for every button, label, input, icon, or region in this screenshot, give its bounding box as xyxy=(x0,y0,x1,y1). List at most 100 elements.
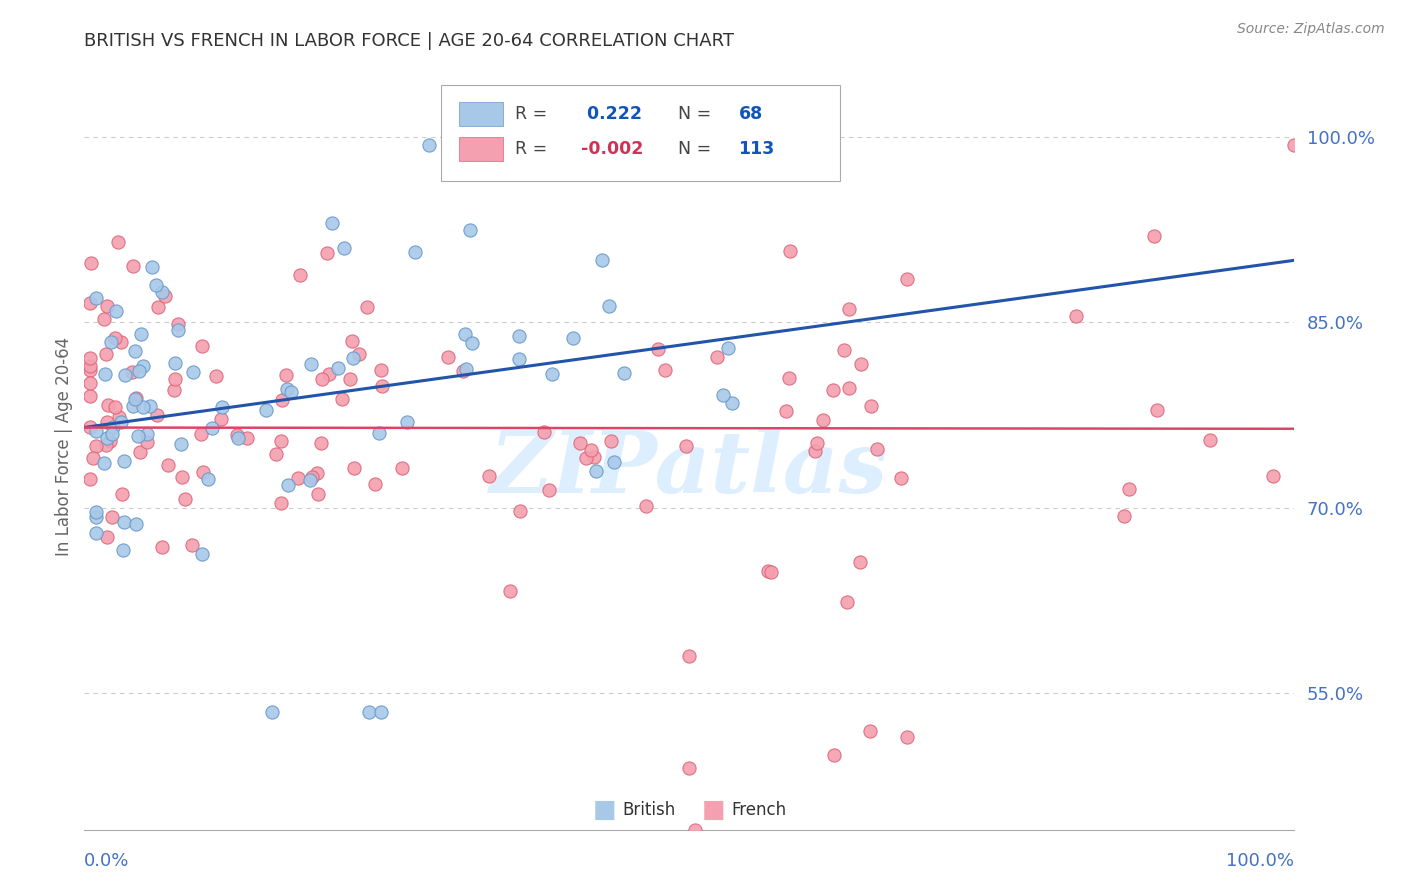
Point xyxy=(391,460,413,475)
Point xyxy=(508,352,530,367)
Point xyxy=(717,341,740,355)
Point xyxy=(368,426,391,441)
Point xyxy=(124,392,146,407)
Point xyxy=(579,443,602,458)
Point xyxy=(191,547,214,561)
Point xyxy=(321,216,343,230)
Point xyxy=(96,300,118,314)
Point xyxy=(837,595,859,609)
Point xyxy=(271,393,294,408)
Point xyxy=(165,372,187,386)
Point xyxy=(79,351,101,365)
Point xyxy=(211,400,233,414)
Point xyxy=(129,444,152,458)
Point xyxy=(591,252,613,267)
Point xyxy=(315,246,337,260)
Text: N =: N = xyxy=(678,140,717,158)
Point xyxy=(150,285,173,299)
Point xyxy=(101,420,124,434)
Point xyxy=(342,351,364,366)
Point xyxy=(318,367,340,381)
Point xyxy=(79,419,101,434)
Point xyxy=(79,376,101,391)
Point xyxy=(454,327,477,342)
Point xyxy=(307,487,329,501)
Point xyxy=(299,474,322,488)
Point xyxy=(509,504,531,518)
Point xyxy=(865,442,887,457)
Point xyxy=(756,564,779,578)
Point xyxy=(139,399,162,413)
Point xyxy=(135,434,157,449)
Point xyxy=(264,447,287,461)
Point xyxy=(721,396,744,410)
Point xyxy=(127,429,149,443)
Point xyxy=(276,382,298,396)
Point xyxy=(100,426,122,441)
Point xyxy=(478,469,501,483)
Point xyxy=(96,438,118,452)
Point xyxy=(79,256,101,270)
Point xyxy=(274,368,297,382)
Point xyxy=(108,410,131,425)
Point xyxy=(568,436,591,450)
Point xyxy=(104,400,127,414)
Point xyxy=(111,543,134,558)
Point xyxy=(1198,433,1220,447)
Point xyxy=(94,347,117,361)
Point xyxy=(93,368,115,382)
Point xyxy=(86,510,108,524)
Point xyxy=(79,389,101,403)
Point xyxy=(467,147,489,161)
Point xyxy=(112,515,135,529)
Point xyxy=(803,444,825,458)
Point xyxy=(190,426,212,441)
Point xyxy=(340,334,363,348)
Point xyxy=(860,399,883,413)
Point xyxy=(277,478,299,492)
Point xyxy=(181,365,204,379)
Point xyxy=(104,331,127,345)
Point xyxy=(311,372,333,386)
Point xyxy=(100,334,122,349)
Point xyxy=(79,359,101,374)
Text: N =: N = xyxy=(678,105,717,123)
Point xyxy=(396,416,419,430)
Point xyxy=(128,364,150,378)
Point xyxy=(706,350,728,364)
Point xyxy=(823,748,845,763)
Point xyxy=(205,368,228,383)
Point xyxy=(775,404,797,418)
Point xyxy=(146,409,169,423)
Point xyxy=(191,339,214,353)
Point xyxy=(114,368,136,382)
Point xyxy=(112,453,135,467)
Point xyxy=(849,358,872,372)
Point xyxy=(301,470,323,484)
Point xyxy=(132,400,155,414)
Point xyxy=(779,244,801,258)
Point xyxy=(152,540,174,554)
Point xyxy=(270,496,292,510)
Text: -0.002: -0.002 xyxy=(581,140,644,158)
Point xyxy=(191,466,214,480)
Point xyxy=(498,584,520,599)
Point xyxy=(236,431,259,445)
Point xyxy=(121,260,143,274)
Point xyxy=(309,435,332,450)
Point xyxy=(1263,469,1285,483)
Point xyxy=(98,434,121,448)
Text: ZIPatlas: ZIPatlas xyxy=(489,427,889,511)
Point xyxy=(163,383,186,397)
Text: Source: ZipAtlas.com: Source: ZipAtlas.com xyxy=(1237,22,1385,37)
Point xyxy=(280,385,302,400)
Point xyxy=(456,362,478,376)
Point xyxy=(299,357,322,371)
Point xyxy=(131,326,153,341)
Point xyxy=(838,381,860,395)
Point xyxy=(339,372,361,386)
Point xyxy=(86,505,108,519)
Point xyxy=(896,272,918,286)
Point xyxy=(93,312,115,326)
Point xyxy=(110,415,132,429)
